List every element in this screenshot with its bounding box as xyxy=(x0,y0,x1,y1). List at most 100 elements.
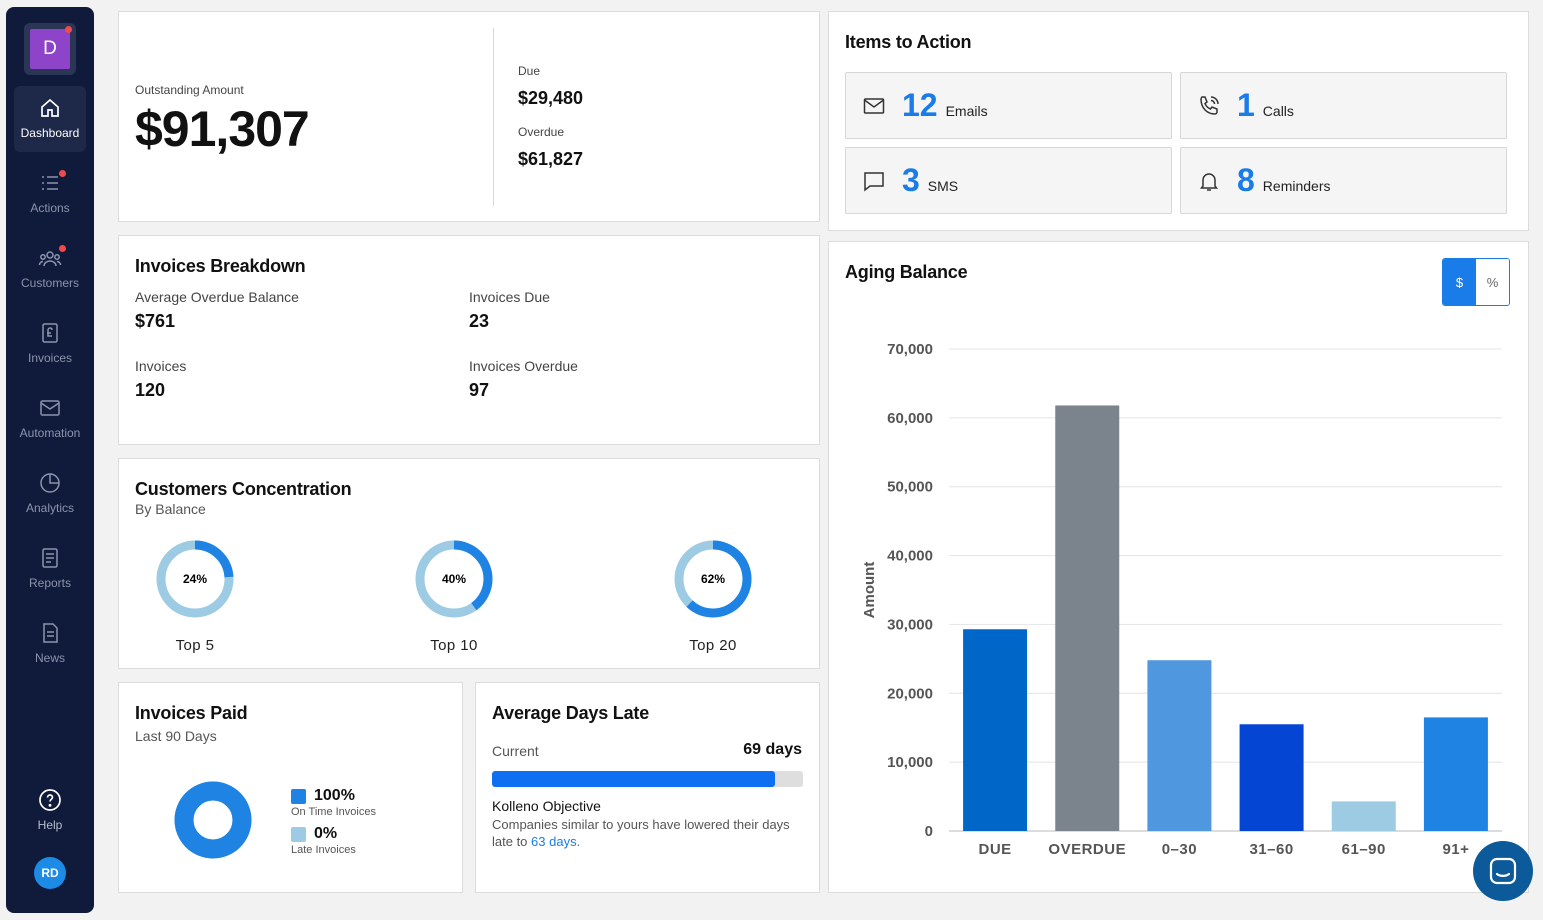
invoice-icon xyxy=(42,323,58,343)
x-tick-label: 31–60 xyxy=(1249,841,1293,858)
donut-value: 40% xyxy=(442,572,466,586)
on-time-label: On Time Invoices xyxy=(291,806,376,819)
current-value: 69 days xyxy=(743,741,802,758)
on-time-value: 100% xyxy=(314,787,355,804)
donut-value: 24% xyxy=(183,572,207,586)
invoices-paid-card: Invoices Paid Last 90 Days 100% On Time … xyxy=(118,682,463,893)
action-count: 1 xyxy=(1237,87,1255,123)
sidebar-item-label: News xyxy=(34,651,65,665)
outstanding-card: Outstanding Amount $91,307 Due $29,480 O… xyxy=(118,11,820,222)
y-tick-label: 70,000 xyxy=(887,341,933,358)
sidebar-item-news[interactable]: News xyxy=(14,611,86,677)
chat-icon xyxy=(864,171,884,192)
action-sms[interactable]: 3 SMS xyxy=(845,147,1172,214)
sidebar-item-actions[interactable]: Actions xyxy=(14,161,86,227)
sidebar-item-reports[interactable]: Reports xyxy=(14,536,86,602)
legend-swatch xyxy=(291,826,306,842)
donut-label: Top 5 xyxy=(175,637,215,654)
users-icon xyxy=(38,251,62,267)
avg-overdue-value: $761 xyxy=(135,311,176,331)
toggle-percent[interactable]: % xyxy=(1476,259,1509,305)
workspace-logo: D xyxy=(30,29,70,69)
y-tick-label: 10,000 xyxy=(887,754,933,771)
action-count: 3 xyxy=(902,162,920,198)
items-to-action-title: Items to Action xyxy=(845,32,972,52)
action-emails[interactable]: 12 Emails xyxy=(845,72,1172,139)
donut-label: Top 20 xyxy=(689,637,737,654)
action-count: 8 xyxy=(1237,162,1255,198)
donut-top10: 40% Top 10 xyxy=(404,539,504,654)
workspace-switcher[interactable]: D xyxy=(24,23,76,75)
late-value: 0% xyxy=(314,825,338,842)
donut-value: 62% xyxy=(701,572,725,586)
objective-title: Kolleno Objective xyxy=(492,798,601,814)
objective-link[interactable]: 63 days. xyxy=(531,834,581,849)
sidebar-item-dashboard[interactable]: Dashboard xyxy=(14,86,86,152)
legend-late: 0% Late Invoices xyxy=(291,825,356,856)
x-tick-label: 91+ xyxy=(1442,841,1469,858)
y-tick-label: 50,000 xyxy=(887,479,933,496)
bar xyxy=(1331,801,1396,831)
action-label: Emails xyxy=(945,102,988,119)
sidebar-item-label: Invoices xyxy=(27,351,73,365)
donut-chart: 40% xyxy=(415,540,493,618)
objective-text: Companies similar to yours have lowered … xyxy=(492,816,792,850)
sidebar-item-automation[interactable]: Automation xyxy=(14,386,86,452)
y-axis-label: Amount xyxy=(861,562,878,619)
donut-chart: 24% xyxy=(156,540,234,618)
user-avatar[interactable]: RD xyxy=(34,857,66,889)
document-icon xyxy=(43,623,58,643)
progress-fill xyxy=(492,771,775,787)
donut-label: Top 10 xyxy=(430,637,478,654)
invoices-value: 120 xyxy=(135,380,166,400)
sidebar-item-label: Reports xyxy=(28,576,72,590)
donut-top5: 24% Top 5 xyxy=(145,539,245,654)
invoices-breakdown-card: Invoices Breakdown Average Overdue Balan… xyxy=(118,235,820,445)
invoices-paid-title: Invoices Paid xyxy=(135,703,248,723)
sidebar-item-help[interactable]: Help xyxy=(14,778,86,844)
overdue-value: $61,827 xyxy=(518,149,584,169)
unit-toggle[interactable]: $ % xyxy=(1442,258,1510,306)
aging-bar-chart: 0 10,000 20,000 30,000 40,000 50,000 60,000 70,… xyxy=(861,341,1502,858)
invoices-due-label: Invoices Due xyxy=(469,289,550,305)
aging-balance-card: Aging Balance $ % 0 10,000 20,000 30,000 40,… xyxy=(828,241,1529,893)
bar xyxy=(963,629,1028,831)
breakdown-title: Invoices Breakdown xyxy=(135,256,306,276)
action-calls[interactable]: 1 Calls xyxy=(1180,72,1507,139)
list-icon xyxy=(42,176,58,190)
bar xyxy=(1147,660,1212,831)
notification-dot xyxy=(65,26,72,33)
action-reminders[interactable]: 8 Reminders xyxy=(1180,147,1507,214)
action-label: SMS xyxy=(927,177,959,194)
bell-icon xyxy=(1200,172,1218,191)
help-icon xyxy=(39,789,61,811)
bar xyxy=(1239,724,1304,831)
chat-icon xyxy=(1489,857,1517,885)
avg-overdue-label: Average Overdue Balance xyxy=(135,289,299,305)
x-tick-label: 61–90 xyxy=(1342,841,1386,858)
items-to-action-card: Items to Action 12 Emails 1 Calls 3 SMS … xyxy=(828,11,1529,231)
sidebar-item-analytics[interactable]: Analytics xyxy=(14,461,86,527)
notification-dot xyxy=(59,245,66,252)
objective-body: Companies similar to yours have lowered … xyxy=(492,817,790,849)
chat-launcher-button[interactable] xyxy=(1473,841,1533,901)
legend-on-time: 100% On Time Invoices xyxy=(291,787,376,818)
due-label: Due xyxy=(518,64,541,78)
divider xyxy=(493,28,494,206)
sidebar-item-label: Automation xyxy=(19,426,81,440)
bar xyxy=(1423,717,1488,831)
action-label: Reminders xyxy=(1262,177,1331,194)
action-label: Calls xyxy=(1262,102,1294,119)
x-tick-label: OVERDUE xyxy=(1048,841,1126,858)
invoices-overdue-label: Invoices Overdue xyxy=(469,358,578,374)
concentration-subtitle: By Balance xyxy=(135,501,206,517)
x-tick-label: 0–30 xyxy=(1162,841,1197,858)
invoices-paid-subtitle: Last 90 Days xyxy=(135,728,217,744)
sidebar-item-label: Analytics xyxy=(25,501,75,515)
bar xyxy=(1055,405,1120,831)
pie-icon xyxy=(40,473,60,493)
sidebar-item-customers[interactable]: Customers xyxy=(14,236,86,302)
current-label: Current xyxy=(492,743,539,759)
sidebar-item-invoices[interactable]: Invoices xyxy=(14,311,86,377)
toggle-dollar[interactable]: $ xyxy=(1443,259,1476,305)
